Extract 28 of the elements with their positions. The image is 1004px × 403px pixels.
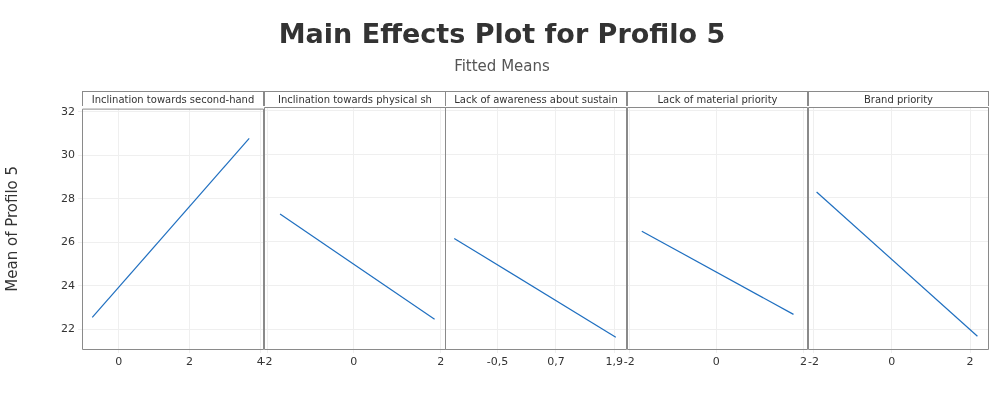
- x-tick-label: 2: [185, 355, 193, 369]
- x-tick-label: 0: [888, 355, 896, 369]
- x-tick-label: -0,5: [486, 355, 509, 369]
- chart-title: Lack of awareness about sustain: [445, 91, 627, 106]
- x-tick-label: -2: [623, 355, 635, 369]
- y-tick-label: 30: [61, 148, 75, 162]
- x-tick-label: 2: [800, 355, 808, 369]
- y-tick-label: 24: [61, 278, 75, 292]
- x-tick-label: 0: [712, 355, 720, 369]
- chart-title: Lack of material priority: [627, 91, 808, 106]
- chart-title: Inclination towards physical sh: [264, 91, 446, 106]
- x-tick-label: 4: [256, 355, 264, 369]
- y-tick-label: 28: [61, 191, 75, 205]
- x-tick-label: 2: [966, 355, 974, 369]
- y-axis-title: Mean of Profilo 5: [2, 165, 21, 292]
- x-tick-label: 0: [350, 355, 358, 369]
- chart-title: Inclination towards second-hand: [82, 91, 264, 106]
- text: Main Effects Plot for Profilo 5: [277, 18, 727, 49]
- x-tick-label: -2: [807, 355, 819, 369]
- y-tick-label: 22: [61, 322, 75, 336]
- x-tick-label: 2: [437, 355, 445, 369]
- text: Fitted Means: [453, 57, 551, 75]
- x-tick-label: 1,9: [605, 355, 624, 369]
- chart-title: Brand priority: [808, 91, 989, 106]
- y-tick-label: 26: [61, 235, 75, 249]
- x-tick-label: 0: [115, 355, 123, 369]
- y-tick-label: 32: [61, 104, 75, 118]
- x-tick-label: 0,7: [547, 355, 565, 369]
